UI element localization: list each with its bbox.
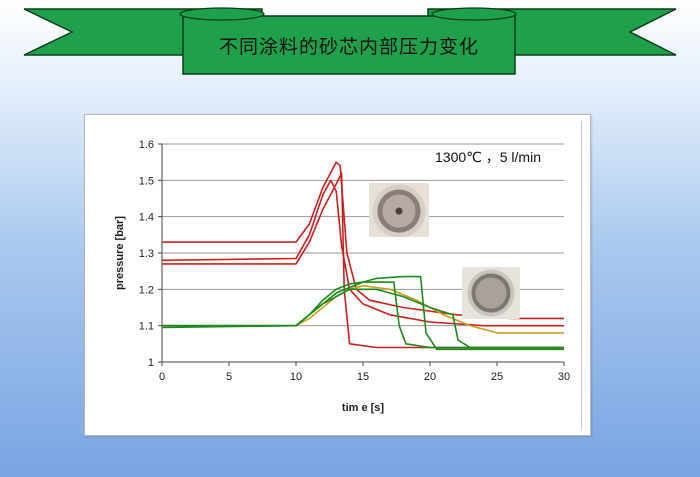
banner-right-curl — [431, 7, 517, 21]
x-tick-label: 20 — [424, 371, 436, 383]
chart-panel: 1 1.1 1.2 1.3 1.4 1.5 1.6 0 5 10 15 20 25 30 tim e [s]… — [84, 114, 591, 436]
x-tick-label: 5 — [226, 371, 232, 383]
series-line-1 — [162, 161, 564, 320]
y-tick-label: 1.1 — [139, 321, 154, 333]
x-tick-label: 30 — [558, 371, 570, 383]
x-tick-label: 15 — [357, 371, 369, 383]
pressure-chart: 1 1.1 1.2 1.3 1.4 1.5 1.6 0 5 10 15 20 25 30 tim e [s]… — [114, 139, 570, 414]
title-banner — [23, 7, 677, 75]
x-tick-label: 25 — [491, 371, 503, 383]
y-tick-label: 1.2 — [139, 284, 154, 296]
series-line-7 — [162, 288, 564, 349]
banner-title: 不同涂料的砂芯内部压力变化 — [218, 35, 479, 58]
banner-left-curl — [179, 7, 265, 21]
condition-annotation: 1300℃ ，5 l/min — [435, 149, 541, 165]
x-axis-label: tim e [s] — [342, 402, 385, 414]
y-axis-label: pressure [bar] — [114, 216, 126, 290]
series-line-4 — [162, 284, 564, 334]
series-line-2 — [161, 179, 564, 327]
x-tick-label: 0 — [159, 371, 165, 383]
y-tick-label: 1.4 — [139, 212, 154, 224]
y-tick-label: 1 — [148, 357, 154, 369]
y-tick-label: 1.6 — [139, 139, 154, 151]
core-sample-photo-1 — [369, 183, 429, 237]
series-line-3 — [162, 172, 564, 349]
x-tick-label: 10 — [290, 371, 302, 383]
core-sample-photo-2 — [462, 267, 520, 319]
y-tick-label: 1.3 — [139, 248, 154, 260]
y-tick-label: 1.5 — [139, 175, 154, 187]
banner-center-panel — [182, 15, 516, 75]
panel-edge-line — [581, 121, 582, 429]
